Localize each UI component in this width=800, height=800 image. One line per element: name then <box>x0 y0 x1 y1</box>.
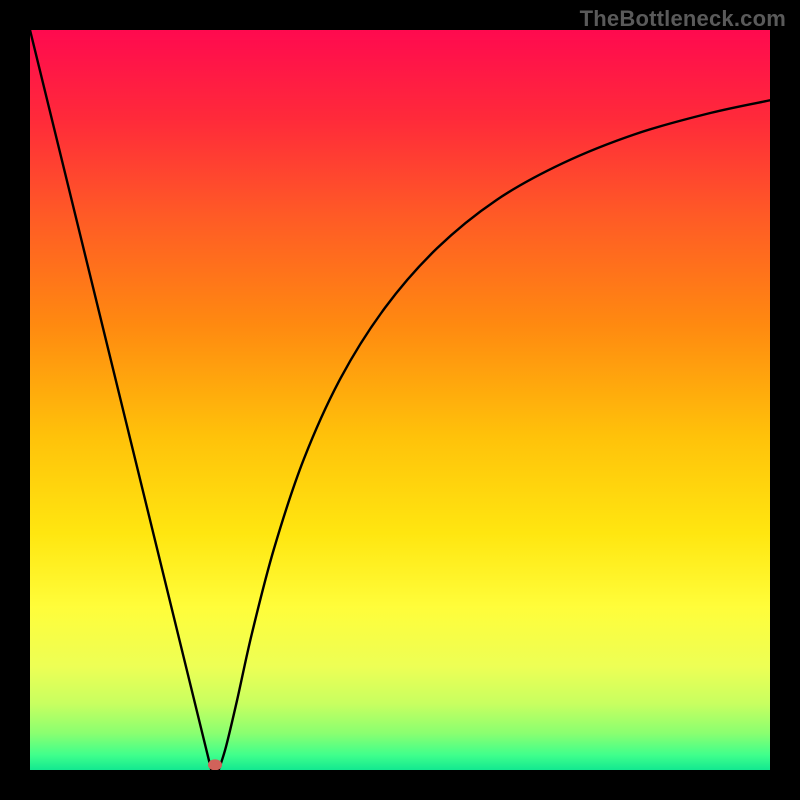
chart-plot-area <box>30 30 770 770</box>
chart-background <box>30 30 770 770</box>
watermark-text: TheBottleneck.com <box>580 6 786 32</box>
minimum-marker <box>208 759 222 770</box>
chart-svg <box>30 30 770 770</box>
